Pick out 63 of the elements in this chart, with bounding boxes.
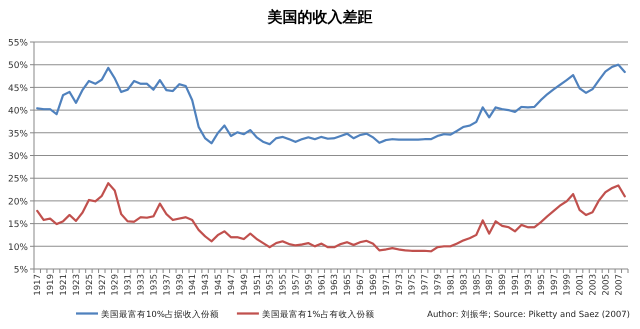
x-tick-label: 1933 bbox=[136, 274, 147, 296]
line-series bbox=[36, 182, 626, 252]
x-tick-label: 1963 bbox=[330, 274, 340, 296]
x-tick-label: 1945 bbox=[214, 274, 224, 296]
x-tick-label: 1971 bbox=[382, 274, 392, 296]
x-tick-label: 1953 bbox=[266, 274, 276, 296]
x-tick-label: 1975 bbox=[408, 274, 418, 296]
legend-label: 美国最富有10%占据收入份额 bbox=[101, 309, 219, 320]
x-tick-label: 1967 bbox=[356, 274, 366, 296]
x-tick-label: 1919 bbox=[46, 274, 56, 296]
y-tick-label: 30% bbox=[8, 152, 28, 162]
x-tick-label: 1929 bbox=[110, 274, 121, 296]
x-tick-label: 1989 bbox=[498, 274, 508, 296]
x-tick-label: 1947 bbox=[226, 274, 237, 296]
y-tick-label: 20% bbox=[8, 197, 28, 208]
x-tick-label: 1995 bbox=[536, 274, 547, 296]
x-tick-label: 1991 bbox=[511, 274, 522, 296]
y-tick-label: 10% bbox=[8, 242, 28, 253]
x-tick-label: 1977 bbox=[420, 274, 431, 296]
x-tick-label: 1961 bbox=[317, 274, 328, 296]
chart-title: 美国的收入差距 bbox=[266, 8, 372, 26]
x-tick-label: 1927 bbox=[98, 274, 108, 296]
x-tick-label: 1917 bbox=[33, 274, 44, 296]
x-tick-label: 1993 bbox=[524, 274, 534, 296]
y-tick-label: 40% bbox=[8, 106, 28, 117]
y-tick-label: 35% bbox=[8, 129, 28, 140]
y-tick-label: 50% bbox=[8, 61, 28, 72]
x-tick-label: 1955 bbox=[278, 274, 289, 296]
x-tick-label: 2003 bbox=[588, 274, 598, 296]
x-tick-label: 1981 bbox=[446, 274, 456, 296]
x-tick-label: 1943 bbox=[201, 274, 212, 296]
x-tick-label: 2007 bbox=[614, 274, 624, 296]
x-tick-label: 1997 bbox=[550, 274, 560, 296]
legend-label: 美国最富有1%占有收入份额 bbox=[262, 309, 374, 320]
x-tick-label: 1935 bbox=[149, 274, 160, 296]
x-tick-label: 1941 bbox=[188, 274, 198, 296]
x-tick-label: 1957 bbox=[291, 274, 302, 296]
x-tick-label: 1969 bbox=[368, 274, 379, 296]
x-tick-label: 1983 bbox=[459, 274, 470, 296]
x-tick-label: 1985 bbox=[472, 274, 482, 296]
x-tick-label: 1921 bbox=[59, 274, 70, 296]
x-tick-label: 2001 bbox=[576, 274, 586, 296]
x-tick-label: 1931 bbox=[124, 274, 134, 296]
line-series bbox=[36, 64, 626, 146]
x-tick-label: 1973 bbox=[394, 274, 405, 296]
x-tick-label: 1965 bbox=[343, 274, 354, 296]
x-tick-label: 1951 bbox=[252, 274, 263, 296]
y-tick-label: 15% bbox=[8, 220, 28, 230]
x-tick-label: 1987 bbox=[485, 274, 496, 296]
y-tick-label: 55% bbox=[8, 38, 28, 48]
x-tick-label: 1925 bbox=[84, 274, 95, 296]
x-tick-label: 1999 bbox=[562, 274, 573, 296]
x-tick-label: 1937 bbox=[162, 274, 172, 296]
x-tick-label: 1939 bbox=[175, 274, 186, 296]
y-tick-label: 25% bbox=[8, 174, 28, 185]
x-tick-label: 1923 bbox=[72, 274, 82, 296]
y-tick-label: 45% bbox=[8, 84, 28, 94]
text: Author: 刘振华; Source: Piketty and Saez (2007) bbox=[427, 309, 630, 320]
x-tick-label: 1979 bbox=[434, 274, 444, 296]
x-tick-label: 1949 bbox=[240, 274, 250, 296]
y-tick-label: 5% bbox=[14, 266, 28, 276]
x-tick-label: 2005 bbox=[601, 274, 612, 296]
x-tick-label: 1959 bbox=[304, 274, 314, 296]
